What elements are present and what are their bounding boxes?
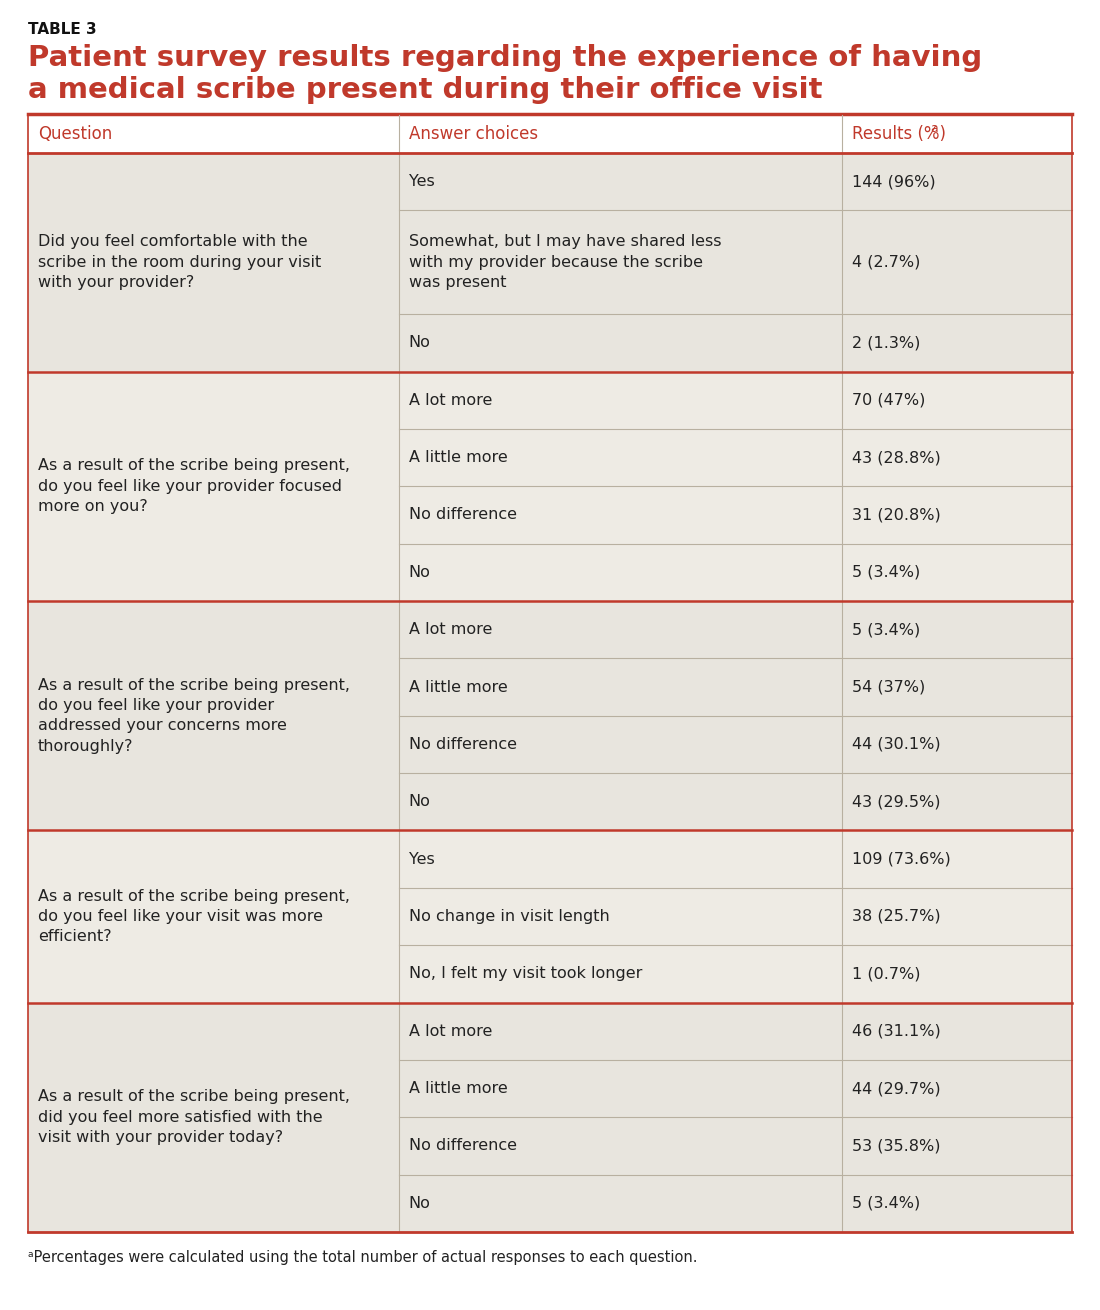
Bar — [843, 486, 1072, 544]
Bar — [843, 544, 1072, 601]
Bar — [28, 372, 398, 601]
Text: Answer choices: Answer choices — [408, 124, 538, 143]
Bar — [843, 372, 1072, 428]
Bar — [843, 946, 1072, 1002]
Bar — [398, 211, 843, 314]
Bar — [843, 659, 1072, 715]
Text: A little more: A little more — [408, 1081, 507, 1096]
Text: 144 (96%): 144 (96%) — [852, 174, 936, 189]
Text: a: a — [931, 122, 938, 135]
Bar — [398, 946, 843, 1002]
Bar — [398, 1002, 843, 1060]
Text: No change in visit length: No change in visit length — [408, 909, 609, 924]
Text: 70 (47%): 70 (47%) — [852, 393, 926, 407]
Text: TABLE 3: TABLE 3 — [28, 22, 97, 37]
Text: Yes: Yes — [408, 852, 435, 867]
Bar — [398, 831, 843, 888]
Bar — [398, 659, 843, 715]
Bar — [843, 888, 1072, 946]
Text: A lot more: A lot more — [408, 622, 492, 637]
Text: 43 (29.5%): 43 (29.5%) — [852, 794, 940, 810]
Text: Somewhat, but I may have shared less
with my provider because the scribe
was pre: Somewhat, but I may have shared less wit… — [408, 234, 722, 291]
Bar — [398, 153, 843, 211]
Text: No difference: No difference — [408, 738, 517, 752]
Bar — [843, 831, 1072, 888]
Text: No difference: No difference — [408, 507, 517, 523]
Text: No, I felt my visit took longer: No, I felt my visit took longer — [408, 967, 642, 981]
Text: 5 (3.4%): 5 (3.4%) — [852, 565, 921, 580]
Bar — [843, 314, 1072, 372]
Text: 53 (35.8%): 53 (35.8%) — [852, 1138, 940, 1153]
Text: 1 (0.7%): 1 (0.7%) — [852, 967, 921, 981]
Bar — [398, 601, 843, 659]
Bar — [28, 601, 398, 831]
Bar — [843, 715, 1072, 773]
Bar — [843, 1002, 1072, 1060]
Bar — [843, 428, 1072, 486]
Text: 5 (3.4%): 5 (3.4%) — [852, 1196, 921, 1210]
Text: As a result of the scribe being present,
do you feel like your provider focused
: As a result of the scribe being present,… — [39, 458, 350, 514]
Text: Yes: Yes — [408, 174, 435, 189]
Bar — [398, 544, 843, 601]
Text: Patient survey results regarding the experience of having: Patient survey results regarding the exp… — [28, 45, 982, 72]
Bar — [398, 486, 843, 544]
Bar — [843, 211, 1072, 314]
Text: A lot more: A lot more — [408, 1023, 492, 1039]
Text: a medical scribe present during their office visit: a medical scribe present during their of… — [28, 76, 823, 103]
Text: A little more: A little more — [408, 451, 507, 465]
Bar — [398, 888, 843, 946]
Bar — [28, 1002, 398, 1231]
Text: No: No — [408, 1196, 430, 1210]
Text: No: No — [408, 565, 430, 580]
Text: A lot more: A lot more — [408, 393, 492, 407]
Text: 54 (37%): 54 (37%) — [852, 680, 925, 694]
Text: No: No — [408, 335, 430, 350]
Bar — [28, 831, 398, 1002]
Text: Question: Question — [39, 124, 112, 143]
Text: 5 (3.4%): 5 (3.4%) — [852, 622, 921, 637]
Text: 44 (30.1%): 44 (30.1%) — [852, 738, 940, 752]
Text: 31 (20.8%): 31 (20.8%) — [852, 507, 942, 523]
Bar — [843, 1060, 1072, 1117]
Text: As a result of the scribe being present,
did you feel more satisfied with the
vi: As a result of the scribe being present,… — [39, 1090, 350, 1145]
Bar — [398, 1175, 843, 1231]
Bar — [398, 372, 843, 428]
Text: 38 (25.7%): 38 (25.7%) — [852, 909, 940, 924]
Bar — [28, 115, 1072, 153]
Text: 46 (31.1%): 46 (31.1%) — [852, 1023, 942, 1039]
Text: Results (%): Results (%) — [852, 124, 946, 143]
Bar — [398, 428, 843, 486]
Text: 4 (2.7%): 4 (2.7%) — [852, 254, 921, 270]
Text: 109 (73.6%): 109 (73.6%) — [852, 852, 952, 867]
Bar — [398, 314, 843, 372]
Bar — [843, 773, 1072, 831]
Text: 2 (1.3%): 2 (1.3%) — [852, 335, 921, 350]
Bar — [398, 773, 843, 831]
Text: 44 (29.7%): 44 (29.7%) — [852, 1081, 940, 1096]
Text: No: No — [408, 794, 430, 810]
Bar — [28, 153, 398, 372]
Bar — [843, 1117, 1072, 1175]
Bar — [843, 1175, 1072, 1231]
Bar — [843, 601, 1072, 659]
Text: 43 (28.8%): 43 (28.8%) — [852, 451, 942, 465]
Text: ᵃPercentages were calculated using the total number of actual responses to each : ᵃPercentages were calculated using the t… — [28, 1250, 697, 1265]
Bar — [398, 1117, 843, 1175]
Bar — [843, 153, 1072, 211]
Bar — [398, 715, 843, 773]
Text: As a result of the scribe being present,
do you feel like your provider
addresse: As a result of the scribe being present,… — [39, 677, 350, 753]
Text: Did you feel comfortable with the
scribe in the room during your visit
with your: Did you feel comfortable with the scribe… — [39, 234, 321, 291]
Bar — [398, 1060, 843, 1117]
Text: As a result of the scribe being present,
do you feel like your visit was more
ef: As a result of the scribe being present,… — [39, 888, 350, 945]
Text: A little more: A little more — [408, 680, 507, 694]
Text: No difference: No difference — [408, 1138, 517, 1153]
